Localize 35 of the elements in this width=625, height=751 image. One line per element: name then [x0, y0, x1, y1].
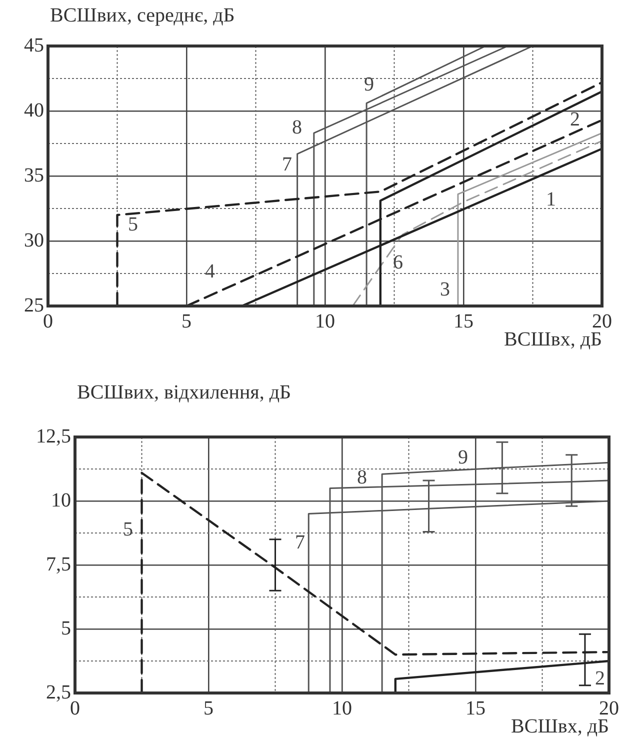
y-tick-label: 2,5 — [46, 681, 71, 704]
series-label: 9 — [458, 446, 468, 468]
line-series — [140, 472, 609, 693]
series-label: 2 — [570, 108, 580, 130]
series-label: 2 — [595, 667, 605, 690]
y-tick-label: 5 — [61, 617, 71, 640]
series-label: 9 — [364, 73, 374, 96]
y-tick-label: 7,5 — [46, 553, 71, 576]
series-label: 6 — [393, 251, 403, 274]
series-label: 5 — [123, 518, 133, 540]
x-tick-label: 5 — [182, 310, 192, 332]
x-tick-label: 15 — [454, 310, 474, 332]
series-label: 8 — [357, 466, 367, 488]
y-tick-label: 12,5 — [36, 425, 71, 448]
series-label: 1 — [546, 188, 556, 210]
x-tick-label: 0 — [43, 310, 53, 332]
series-label: 8 — [292, 116, 302, 138]
x-tick-label: 10 — [315, 310, 335, 332]
y-axis-title: ВСШвих, відхилення, дБ — [77, 381, 292, 404]
series-label: 7 — [295, 531, 305, 554]
x-tick-label: 5 — [204, 697, 214, 720]
y-tick-label: 40 — [24, 99, 44, 122]
y-tick-label: 35 — [24, 164, 44, 186]
series-label: 7 — [282, 153, 292, 176]
y-tick-label: 10 — [51, 489, 71, 512]
series-label: 3 — [440, 278, 450, 300]
y-tick-label: 30 — [24, 229, 44, 252]
x-tick-label: 0 — [70, 697, 80, 720]
series-label: 4 — [205, 260, 215, 282]
x-tick-label: 15 — [466, 697, 486, 720]
y-tick-label: 45 — [24, 34, 44, 56]
y-axis-title: ВСШвих, середнє, дБ — [50, 4, 235, 26]
series-label: 5 — [128, 213, 138, 236]
y-tick-label: 25 — [24, 294, 44, 316]
x-tick-label: 10 — [332, 697, 352, 720]
